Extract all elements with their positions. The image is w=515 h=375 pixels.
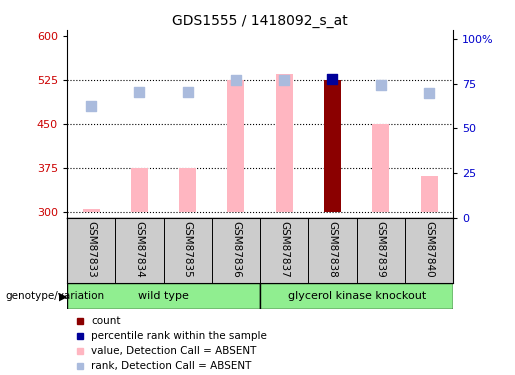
Text: GSM87836: GSM87836 bbox=[231, 221, 241, 278]
Point bbox=[376, 82, 385, 88]
Bar bbox=[421, 177, 438, 212]
Text: GSM87833: GSM87833 bbox=[86, 221, 96, 278]
Text: GSM87838: GSM87838 bbox=[328, 221, 337, 278]
Text: ▶: ▶ bbox=[59, 291, 68, 301]
Text: GSM87840: GSM87840 bbox=[424, 221, 434, 278]
Bar bbox=[276, 74, 293, 211]
Bar bbox=[131, 168, 148, 211]
Text: genotype/variation: genotype/variation bbox=[5, 291, 104, 301]
Point bbox=[135, 88, 144, 94]
Bar bbox=[82, 209, 99, 212]
FancyBboxPatch shape bbox=[67, 283, 260, 309]
Point bbox=[87, 103, 95, 109]
Bar bbox=[228, 80, 245, 212]
Point bbox=[329, 76, 337, 82]
Bar bbox=[372, 124, 389, 211]
Point bbox=[232, 77, 240, 83]
Text: percentile rank within the sample: percentile rank within the sample bbox=[91, 331, 267, 340]
Point bbox=[183, 88, 192, 94]
Bar bbox=[179, 168, 196, 211]
Text: GSM87835: GSM87835 bbox=[183, 221, 193, 278]
Text: GSM87837: GSM87837 bbox=[279, 221, 289, 278]
Text: GSM87834: GSM87834 bbox=[134, 221, 144, 278]
Text: value, Detection Call = ABSENT: value, Detection Call = ABSENT bbox=[91, 346, 256, 355]
FancyBboxPatch shape bbox=[260, 283, 453, 309]
Point bbox=[425, 90, 433, 96]
Text: rank, Detection Call = ABSENT: rank, Detection Call = ABSENT bbox=[91, 361, 251, 370]
Bar bbox=[324, 80, 341, 212]
Text: GSM87839: GSM87839 bbox=[376, 221, 386, 278]
Title: GDS1555 / 1418092_s_at: GDS1555 / 1418092_s_at bbox=[172, 13, 348, 28]
Text: count: count bbox=[91, 316, 121, 326]
Text: glycerol kinase knockout: glycerol kinase knockout bbox=[287, 291, 426, 301]
Text: wild type: wild type bbox=[138, 291, 189, 301]
Point bbox=[280, 77, 288, 83]
